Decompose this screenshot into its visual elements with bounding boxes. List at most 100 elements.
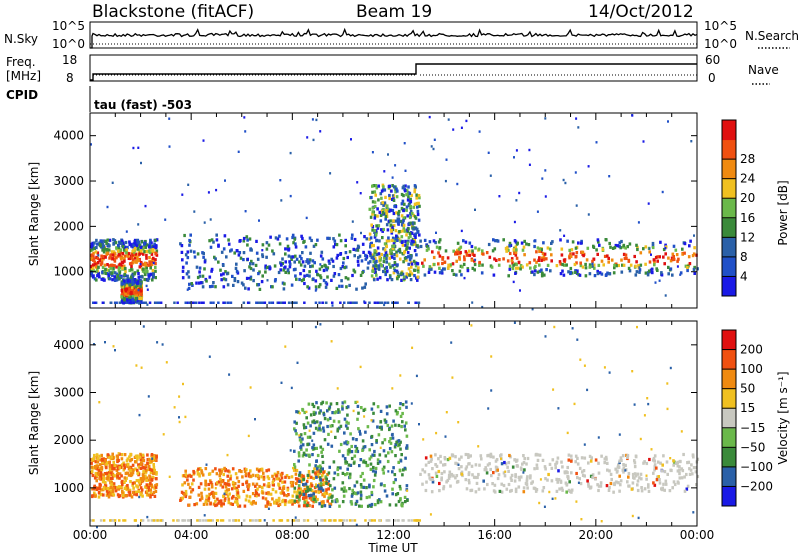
echo-cell <box>187 275 191 279</box>
echo-cell <box>610 477 613 482</box>
colorbar-segment <box>722 447 736 468</box>
echo-cell <box>255 467 259 471</box>
echo-cell <box>503 460 506 465</box>
echo-cell <box>95 487 99 491</box>
echo-cell <box>508 264 512 268</box>
echo-cell <box>415 205 419 209</box>
echo-cell <box>90 461 93 465</box>
echo-cell <box>543 273 546 277</box>
echo-cell <box>310 493 313 497</box>
echo-cell <box>514 475 517 479</box>
echo-cell <box>611 246 615 250</box>
ground-cell <box>318 301 321 304</box>
echo-cell <box>101 242 105 246</box>
echo-cell <box>369 251 372 255</box>
echo-cell <box>123 476 127 480</box>
echo-cell <box>404 184 407 188</box>
echo-cell <box>440 471 444 476</box>
echo-cell <box>294 274 297 278</box>
ground-cell <box>373 301 377 304</box>
echo-cell <box>251 482 255 486</box>
echo-cell <box>127 288 131 292</box>
echo-cell <box>128 455 131 459</box>
echo-cell <box>504 462 508 466</box>
echo-cell <box>316 465 319 469</box>
echo-cell <box>348 487 351 491</box>
noise-cell <box>650 448 653 451</box>
echo-cell <box>403 251 406 255</box>
echo-cell <box>331 499 334 503</box>
echo-cell <box>152 256 155 260</box>
echo-cell <box>482 252 485 256</box>
echo-cell <box>255 482 259 486</box>
echo-cell <box>603 254 607 258</box>
echo-cell <box>222 277 226 281</box>
echo-cell <box>125 284 129 288</box>
noise-cell <box>98 401 101 404</box>
echo-cell <box>136 283 139 287</box>
echo-cell <box>692 455 695 459</box>
echo-cell <box>360 485 363 489</box>
echo-cell <box>349 463 353 467</box>
echo-cell <box>221 468 224 472</box>
echo-cell <box>325 477 328 481</box>
echo-cell <box>354 400 357 404</box>
ground-cell <box>111 519 114 522</box>
echo-cell <box>246 257 249 261</box>
echo-cell <box>467 478 471 482</box>
echo-cell <box>570 471 573 475</box>
echo-cell <box>118 241 122 245</box>
echo-cell <box>223 466 226 470</box>
echo-cell <box>638 270 641 274</box>
echo-cell <box>90 469 94 474</box>
velocity-colorbar-label: Velocity [m s⁻¹] <box>776 371 790 464</box>
echo-cell <box>404 428 407 432</box>
echo-cell <box>413 221 416 225</box>
echo-cell <box>390 251 393 255</box>
echo-cell <box>277 499 281 503</box>
echo-cell <box>374 263 378 267</box>
echo-cell <box>385 265 388 269</box>
echo-cell <box>146 453 149 457</box>
echo-cell <box>229 474 233 478</box>
echo-cell <box>656 460 660 464</box>
echo-cell <box>138 295 142 299</box>
noise-cell <box>387 470 390 473</box>
echo-cell <box>139 300 143 304</box>
echo-cell <box>689 468 693 472</box>
echo-cell <box>303 487 307 491</box>
echo-cell <box>440 269 444 273</box>
echo-cell <box>514 487 518 491</box>
echo-cell <box>92 487 95 491</box>
echo-cell <box>235 269 239 274</box>
echo-cell <box>356 491 360 495</box>
echo-cell <box>575 261 578 265</box>
echo-cell <box>136 299 140 303</box>
echo-cell <box>348 250 352 254</box>
echo-cell <box>622 466 626 470</box>
echo-cell <box>302 277 305 281</box>
echo-cell <box>389 249 392 253</box>
echo-cell <box>287 248 290 252</box>
y-tick-label: 3000 <box>53 386 84 400</box>
echo-cell <box>136 247 140 251</box>
echo-cell <box>155 253 159 257</box>
echo-cell <box>534 264 537 268</box>
echo-cell <box>302 492 306 497</box>
noise-cell <box>631 514 634 518</box>
echo-cell <box>540 274 544 278</box>
echo-cell <box>323 492 326 496</box>
echo-cell <box>560 253 564 257</box>
echo-cell <box>322 429 326 433</box>
echo-cell <box>338 284 341 288</box>
echo-cell <box>117 245 121 249</box>
noise-cell <box>679 273 682 276</box>
echo-cell <box>339 442 343 447</box>
echo-cell <box>514 240 518 244</box>
echo-cell <box>348 449 351 453</box>
echo-cell <box>384 250 388 255</box>
noise-cell <box>577 126 580 129</box>
echo-cell <box>627 266 631 270</box>
echo-cell <box>416 230 419 234</box>
echo-cell <box>305 260 308 264</box>
